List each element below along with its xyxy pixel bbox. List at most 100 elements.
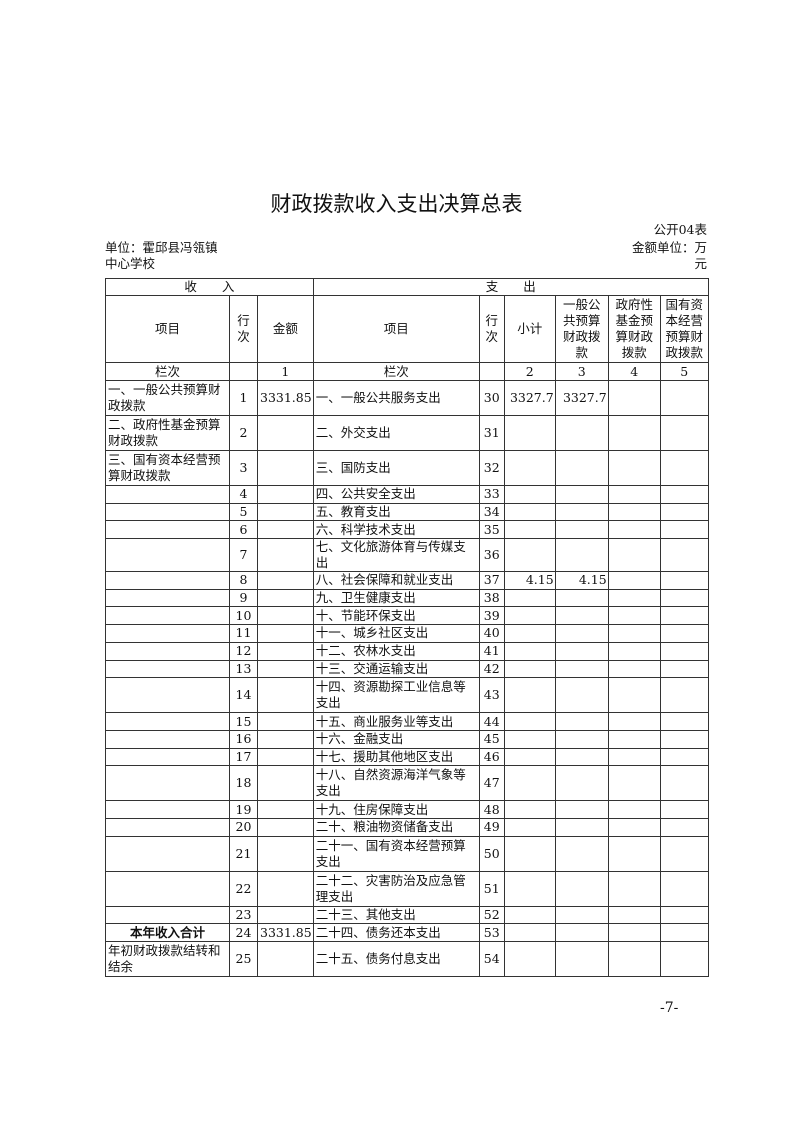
income-line-no-cell: 3 xyxy=(229,450,258,486)
subtotal-cell xyxy=(503,800,556,819)
state-capital-cell xyxy=(659,800,709,819)
income-item-cell xyxy=(105,800,230,819)
income-amount-cell xyxy=(257,502,314,522)
general-budget-cell xyxy=(554,606,609,626)
income-item-cell xyxy=(105,641,230,661)
income-item-cell: 一、一般公共预算财政拨款 xyxy=(105,380,230,416)
expense-line-no-cell: 46 xyxy=(478,747,505,767)
table-row: 12 十二、农林水支出 41 xyxy=(105,641,709,661)
gov-fund-cell xyxy=(607,380,661,416)
income-amount-cell xyxy=(257,571,314,590)
col-1: 1 xyxy=(257,362,314,381)
income-line-no-cell: 1 xyxy=(229,380,258,416)
table-row: 16 十六、金融支出 45 xyxy=(105,729,709,749)
table-row: 11 十一、城乡社区支出 40 xyxy=(105,624,709,643)
state-capital-cell xyxy=(659,817,709,837)
general-budget-cell xyxy=(554,588,609,608)
income-amount-cell: 3331.85 xyxy=(257,923,314,942)
income-item-cell xyxy=(105,747,230,767)
income-amount-cell xyxy=(257,659,314,679)
income-amount-cell xyxy=(257,538,314,573)
expense-item-cell: 十六、金融支出 xyxy=(312,729,480,749)
general-budget-cell xyxy=(554,747,609,767)
income-amount-cell xyxy=(257,870,314,907)
expense-item-cell: 四、公共安全支出 xyxy=(312,485,480,504)
income-amount-cell xyxy=(257,485,314,504)
income-line-no-cell: 15 xyxy=(229,712,258,731)
expense-line-no-cell: 40 xyxy=(478,624,505,643)
gov-fund-cell xyxy=(607,905,661,925)
expense-item-cell: 十四、资源勘探工业信息等支出 xyxy=(312,677,480,714)
expense-line-no-cell: 39 xyxy=(478,606,505,626)
table-row: 8 八、社会保障和就业支出 37 4.15 4.15 xyxy=(105,571,709,590)
expense-item-cell: 九、卫生健康支出 xyxy=(312,588,480,608)
income-item-cell: 年初财政拨款结转和结余 xyxy=(105,941,230,977)
state-capital-cell xyxy=(659,606,709,626)
gov-fund-header: 政府性基金预算财政拨款 xyxy=(607,295,661,363)
income-item-cell xyxy=(105,817,230,837)
income-amount-cell xyxy=(257,450,314,486)
expense-line-no-cell: 33 xyxy=(478,485,505,504)
table-row: 6 六、科学技术支出 35 xyxy=(105,520,709,540)
unit-name: 单位：霍邱县冯瓴镇 中心学校 xyxy=(105,240,218,272)
subtotal-cell xyxy=(503,905,556,925)
expense-line-no-cell: 37 xyxy=(478,571,505,590)
state-capital-cell xyxy=(659,729,709,749)
income-amount-cell xyxy=(257,712,314,731)
expense-line-no-cell: 54 xyxy=(478,941,505,977)
state-capital-cell xyxy=(659,571,709,590)
state-capital-cell xyxy=(659,905,709,925)
income-line-no-cell: 21 xyxy=(229,835,258,872)
expense-item-header: 项目 xyxy=(312,295,480,363)
table-row: 9 九、卫生健康支出 38 xyxy=(105,588,709,608)
state-capital-cell xyxy=(659,588,709,608)
table-row: 4 四、公共安全支出 33 xyxy=(105,485,709,504)
expense-line-no-cell: 52 xyxy=(478,905,505,925)
income-line-no-cell: 7 xyxy=(229,538,258,573)
income-amount-cell xyxy=(257,520,314,540)
table-row: 年初财政拨款结转和结余 25 二十五、债务付息支出 54 xyxy=(105,941,709,977)
income-line-no-cell: 12 xyxy=(229,641,258,661)
gov-fund-cell xyxy=(607,571,661,590)
expense-line-no-cell: 48 xyxy=(478,800,505,819)
income-line-no-cell: 4 xyxy=(229,485,258,504)
income-item-cell xyxy=(105,677,230,714)
expense-item-cell: 十七、援助其他地区支出 xyxy=(312,747,480,767)
expense-line-no-cell: 43 xyxy=(478,677,505,714)
subtotal-cell xyxy=(503,817,556,837)
form-number: 公开04表 xyxy=(653,222,707,237)
income-item-cell xyxy=(105,538,230,573)
subtotal-cell xyxy=(503,729,556,749)
expense-line-no-cell: 45 xyxy=(478,729,505,749)
expense-line-no-cell: 30 xyxy=(478,380,505,416)
gov-fund-cell xyxy=(607,923,661,942)
expense-item-cell: 十九、住房保障支出 xyxy=(312,800,480,819)
general-budget-header: 一般公共预算财政拨款 xyxy=(554,295,609,363)
unit-line-1: 单位：霍邱县冯瓴镇 xyxy=(105,240,218,255)
general-budget-cell xyxy=(554,677,609,714)
subtotal-cell xyxy=(503,485,556,504)
expense-item-cell: 十、节能环保支出 xyxy=(312,606,480,626)
state-capital-cell xyxy=(659,870,709,907)
subtotal-cell xyxy=(503,588,556,608)
gov-fund-cell xyxy=(607,624,661,643)
state-capital-cell xyxy=(659,765,709,802)
unit-line-2: 中心学校 xyxy=(105,256,156,271)
income-line-no-cell: 8 xyxy=(229,571,258,590)
state-capital-cell xyxy=(659,538,709,573)
income-line-no-cell: 18 xyxy=(229,765,258,802)
subtotal-cell xyxy=(503,415,556,451)
state-capital-cell xyxy=(659,747,709,767)
income-amount-cell xyxy=(257,747,314,767)
income-line-no-cell: 25 xyxy=(229,941,258,977)
income-line-no-cell: 20 xyxy=(229,817,258,837)
expense-item-cell: 八、社会保障和就业支出 xyxy=(312,571,480,590)
income-line-no-cell: 2 xyxy=(229,415,258,451)
gov-fund-cell xyxy=(607,415,661,451)
table-row: 18 十八、自然资源海洋气象等支出 47 xyxy=(105,765,709,802)
expense-item-cell: 一、一般公共服务支出 xyxy=(312,380,480,416)
expense-item-cell: 五、教育支出 xyxy=(312,502,480,522)
income-amount-cell: 3331.85 xyxy=(257,380,314,416)
subtotal-cell xyxy=(503,520,556,540)
table-row: 5 五、教育支出 34 xyxy=(105,502,709,522)
